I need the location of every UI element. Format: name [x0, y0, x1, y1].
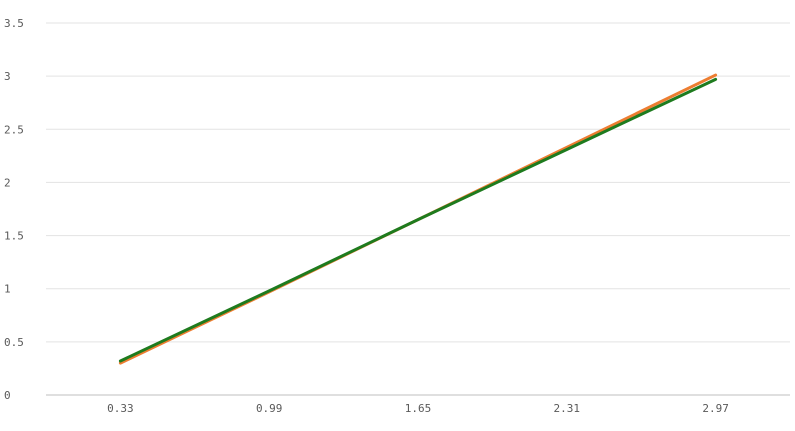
y-tick-label: 3.5 [4, 17, 24, 30]
x-tick-label: 0.33 [107, 402, 134, 415]
y-tick-label: 0.5 [4, 336, 24, 349]
y-tick-label: 3 [4, 70, 11, 83]
series-line-2 [118, 77, 718, 363]
x-tick-label: 2.97 [702, 402, 729, 415]
x-tick-label: 2.31 [554, 402, 581, 415]
y-tick-label: 2 [4, 176, 11, 189]
y-tick-label: 1.5 [4, 230, 24, 243]
y-tick-label: 1 [4, 283, 11, 296]
y-tick-label: 2.5 [4, 123, 24, 136]
y-tick-label: 0 [4, 389, 11, 402]
x-tick-label: 1.65 [405, 402, 432, 415]
x-tick-label: 0.99 [256, 402, 283, 415]
